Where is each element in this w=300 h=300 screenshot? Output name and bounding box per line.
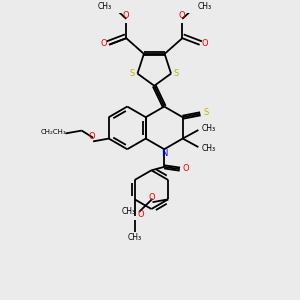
Text: CH₃: CH₃ — [128, 233, 142, 242]
Text: O: O — [179, 11, 186, 20]
Text: O: O — [202, 39, 208, 48]
Text: CH₃: CH₃ — [121, 207, 135, 216]
Text: CH₃: CH₃ — [202, 144, 216, 153]
Text: CH₃: CH₃ — [198, 2, 212, 10]
Text: O: O — [148, 193, 155, 202]
Text: CH₃: CH₃ — [97, 2, 111, 10]
Text: CH₂CH₃: CH₂CH₃ — [41, 129, 66, 135]
Text: O: O — [183, 164, 189, 173]
Text: N: N — [162, 149, 168, 158]
Text: CH₃: CH₃ — [202, 124, 216, 134]
Text: S: S — [173, 68, 179, 77]
Text: O: O — [138, 210, 144, 219]
Text: O: O — [123, 11, 130, 20]
Text: O: O — [89, 132, 95, 141]
Text: S: S — [130, 68, 135, 77]
Text: S: S — [204, 108, 209, 117]
Text: O: O — [100, 39, 107, 48]
